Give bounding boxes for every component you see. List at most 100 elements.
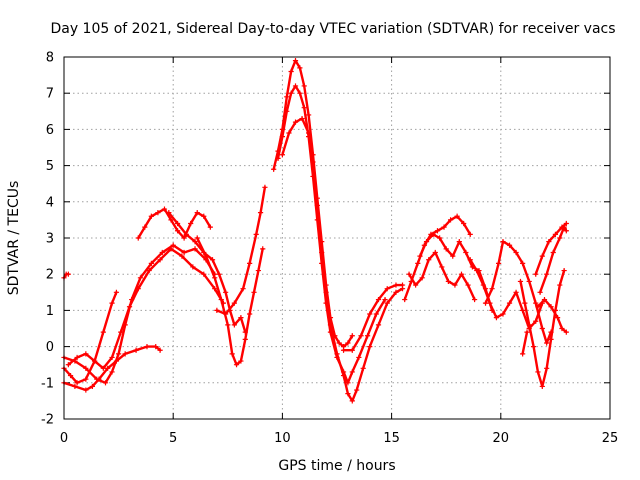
y-tick-label: 2 — [46, 268, 54, 283]
y-tick-label: -1 — [41, 376, 54, 391]
data-point — [306, 112, 312, 118]
data-point — [526, 322, 532, 328]
data-point — [561, 267, 567, 274]
data-point — [354, 387, 360, 393]
data-point — [561, 224, 567, 230]
data-point — [364, 333, 371, 339]
data-point — [461, 220, 467, 227]
data-point — [535, 369, 541, 375]
y-tick-label: 8 — [46, 51, 54, 66]
data-point — [533, 271, 539, 277]
series-arc-5 — [65, 246, 227, 371]
data-point — [238, 358, 244, 364]
data-point — [109, 369, 115, 375]
data-point — [83, 365, 89, 371]
data-point — [399, 282, 406, 288]
series-line — [484, 240, 553, 345]
data-point — [557, 235, 563, 241]
x-tick-label: 15 — [383, 431, 400, 446]
data-point — [201, 271, 207, 277]
data-point — [552, 231, 558, 237]
data-point — [454, 213, 460, 219]
data-point — [563, 228, 569, 234]
data-point — [144, 344, 150, 350]
data-point — [426, 257, 432, 263]
series-arc-20 — [533, 220, 569, 277]
series-line — [137, 207, 212, 240]
data-point — [301, 83, 307, 89]
series-arc-9 — [214, 184, 268, 317]
data-point — [439, 264, 445, 270]
data-point — [493, 315, 500, 321]
series-line — [281, 117, 404, 403]
data-point — [257, 210, 264, 216]
data-point — [201, 213, 207, 219]
data-point — [231, 322, 237, 328]
data-point — [192, 239, 198, 245]
data-point — [83, 376, 89, 382]
data-point — [253, 231, 259, 237]
data-point — [415, 260, 421, 266]
data-point — [275, 155, 281, 161]
data-point — [500, 311, 506, 317]
data-point — [310, 159, 316, 165]
data-point — [382, 296, 388, 303]
data-point — [336, 340, 342, 346]
series-arc-16 — [417, 231, 495, 313]
data-point — [314, 202, 320, 209]
x-tick-label: 20 — [493, 431, 510, 446]
plot-frame — [63, 56, 611, 420]
data-point — [554, 315, 561, 321]
data-point — [544, 340, 550, 346]
data-point — [161, 206, 168, 212]
data-point — [105, 365, 111, 371]
data-point — [203, 253, 209, 259]
data-point — [384, 286, 390, 292]
data-point — [155, 210, 161, 216]
series-arc-3 — [61, 242, 218, 386]
data-point — [445, 278, 451, 285]
data-point — [174, 220, 181, 227]
data-point — [349, 369, 355, 375]
data-point — [122, 351, 128, 357]
data-point — [286, 130, 292, 136]
data-point — [539, 383, 545, 390]
data-point — [537, 289, 543, 295]
y-tick-label: 4 — [46, 195, 54, 210]
data-point — [212, 286, 218, 292]
data-point — [168, 217, 174, 223]
data-point — [463, 249, 469, 256]
data-point — [522, 300, 528, 306]
data-point — [340, 372, 347, 379]
data-point — [231, 300, 237, 306]
data-point — [83, 387, 89, 393]
data-point — [190, 264, 196, 270]
data-point — [188, 220, 194, 227]
data-point — [174, 228, 181, 234]
data-point — [550, 249, 556, 256]
data-point — [96, 376, 102, 382]
data-point — [384, 300, 390, 306]
data-point — [72, 383, 78, 390]
data-point — [83, 351, 89, 357]
series-line — [67, 247, 225, 370]
data-point — [524, 329, 530, 335]
data-point — [179, 253, 185, 259]
data-point — [279, 152, 285, 158]
data-point — [557, 282, 563, 288]
data-point — [209, 257, 216, 263]
data-point — [292, 119, 299, 125]
data-point — [373, 311, 379, 317]
data-point — [240, 286, 246, 292]
data-point — [443, 246, 449, 252]
series-arc-23 — [520, 329, 530, 357]
data-point — [225, 322, 231, 328]
data-point — [194, 210, 200, 216]
data-point — [271, 166, 277, 172]
data-point — [135, 286, 141, 292]
data-point — [563, 329, 569, 335]
data-point — [223, 311, 229, 317]
series-line — [342, 283, 404, 352]
x-tick-label: 5 — [169, 431, 177, 446]
